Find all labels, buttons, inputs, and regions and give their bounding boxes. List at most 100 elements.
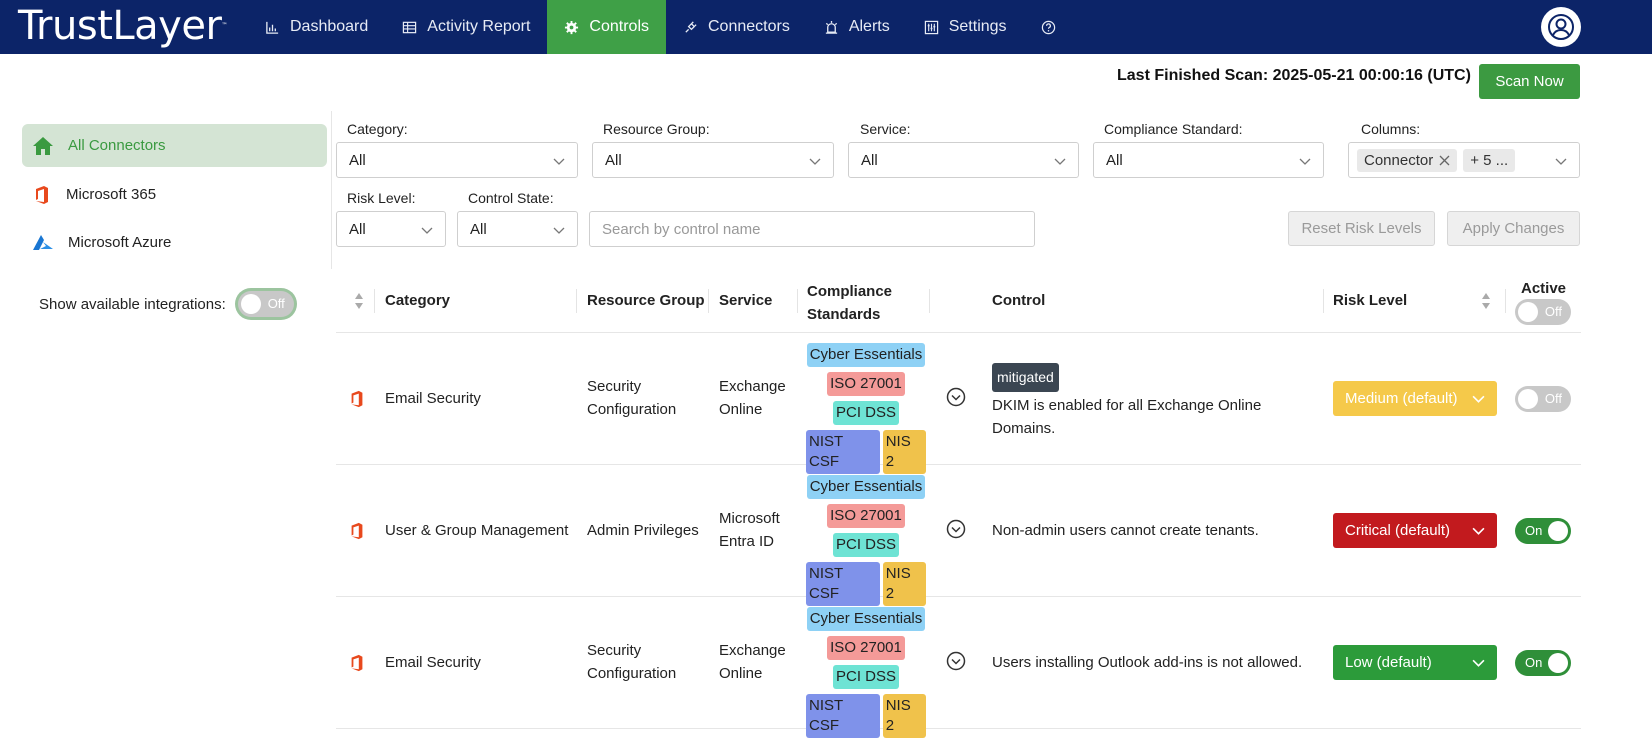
compliance-standard-select[interactable]: All (1093, 142, 1324, 178)
header-resource-group: Resource Group (587, 292, 705, 309)
cell-control: mitigated DKIM is enabled for all Exchan… (992, 363, 1292, 440)
chevron-down-icon (809, 158, 821, 165)
control-state-select[interactable]: All (457, 211, 578, 247)
risk-level-dropdown[interactable]: Low (default) (1333, 645, 1497, 680)
cell-resource-group: Security Configuration (587, 375, 676, 421)
service-label: Service: (860, 121, 911, 137)
risk-value: Medium (default) (1345, 390, 1458, 407)
table-row[interactable]: Email Security Security Configuration Ex… (336, 333, 1581, 474)
apply-changes-button[interactable]: Apply Changes (1447, 211, 1580, 246)
expand-chevron-icon[interactable] (946, 387, 966, 407)
cell-category: Email Security (385, 654, 481, 671)
close-icon[interactable] (1439, 155, 1450, 166)
active-toggle[interactable]: On (1515, 650, 1571, 676)
column-separator (1323, 289, 1324, 313)
header-risk-level: Risk Level (1333, 292, 1408, 309)
cell-line: Security (587, 642, 642, 659)
sidebar-item-microsoft-azure[interactable]: Microsoft Azure (22, 221, 327, 264)
cell-line: Domains. (992, 420, 1056, 437)
cell-service: Exchange Online (719, 639, 786, 685)
resource-group-select[interactable]: All (592, 142, 834, 178)
nav-settings[interactable]: Settings (907, 0, 1024, 54)
column-separator (708, 289, 709, 313)
gear-icon (565, 20, 579, 34)
tag-nis-2: NIS 2 (882, 694, 926, 738)
select-value: All (861, 151, 878, 169)
nav-connectors[interactable]: Connectors (666, 0, 807, 54)
cell-resource-group: Security Configuration (587, 639, 676, 685)
active-toggle[interactable]: On (1515, 518, 1571, 544)
tag-cyber-essentials: Cyber Essentials (806, 343, 926, 367)
table-row[interactable]: Email Security Security Configuration Ex… (336, 597, 1581, 738)
cell-line: DKIM is enabled for all Exchange Online (992, 397, 1262, 414)
nav-alerts[interactable]: Alerts (807, 0, 907, 54)
nav-controls[interactable]: Controls (547, 0, 666, 54)
integrations-toggle-row: Show available integrations: Off (39, 291, 294, 317)
nav-activity-report[interactable]: Activity Report (385, 0, 547, 54)
status-badge: mitigated (992, 363, 1059, 392)
active-toggle[interactable]: Off (1515, 386, 1571, 412)
toggle-label: Off (1544, 391, 1562, 406)
column-separator (1505, 289, 1506, 313)
risk-level-select[interactable]: All (336, 211, 446, 247)
reset-risk-levels-button[interactable]: Reset Risk Levels (1288, 211, 1435, 246)
toggle-label: On (1525, 655, 1543, 670)
cell-line: Online (719, 665, 763, 682)
sidebar-item-label: Microsoft Azure (68, 234, 172, 251)
sort-icon[interactable] (1481, 292, 1491, 310)
sort-icon[interactable] (354, 292, 364, 310)
tag-iso-27001: ISO 27001 (827, 504, 905, 528)
nav-dashboard[interactable]: Dashboard (248, 0, 385, 54)
column-separator (576, 289, 577, 313)
cell-control: Users installing Outlook add-ins is not … (992, 654, 1303, 671)
sidebar-divider (331, 111, 332, 269)
toggle-knob (240, 294, 261, 314)
office-icon (351, 522, 363, 540)
header-line: Compliance (807, 283, 893, 300)
header-line: Standards (807, 306, 881, 323)
tag-nis-2: NIS 2 (882, 430, 926, 474)
scan-now-button[interactable]: Scan Now (1479, 64, 1580, 99)
toggle-knob (1518, 389, 1538, 409)
active-all-toggle[interactable]: Off (1515, 299, 1571, 325)
compliance-standard-label: Compliance Standard: (1104, 121, 1243, 137)
expand-chevron-icon[interactable] (946, 651, 966, 671)
tag-cyber-essentials: Cyber Essentials (806, 475, 926, 499)
sidebar-item-microsoft-365[interactable]: Microsoft 365 (22, 173, 327, 216)
columns-select[interactable]: Connector + 5 ... (1348, 142, 1580, 178)
brand-logo[interactable]: TrustLayer™ (18, 3, 227, 49)
integrations-toggle[interactable]: Off (237, 291, 294, 317)
main-nav: Dashboard Activity Report Controls Conne… (248, 0, 1073, 54)
category-select[interactable]: All (336, 142, 578, 178)
chevron-down-icon (1472, 659, 1485, 667)
table-row[interactable]: User & Group Management Admin Privileges… (336, 465, 1581, 606)
chevron-down-icon (1472, 527, 1485, 535)
sidebar-item-all-connectors[interactable]: All Connectors (22, 124, 327, 167)
cell-line: Online (719, 401, 763, 418)
tag-iso-27001: ISO 27001 (827, 372, 905, 396)
risk-level-dropdown[interactable]: Critical (default) (1333, 513, 1497, 548)
nav-label: Controls (589, 18, 649, 35)
tag-cyber-essentials: Cyber Essentials (806, 607, 926, 631)
cell-line: Microsoft (719, 510, 780, 527)
risk-level-dropdown[interactable]: Medium (default) (1333, 381, 1497, 416)
toggle-knob (1548, 521, 1568, 541)
toggle-label: On (1525, 523, 1543, 538)
select-value: All (1106, 151, 1123, 169)
column-separator (797, 289, 798, 313)
tag-nist-csf: NIST CSF (806, 694, 880, 738)
cell-line: Configuration (587, 665, 677, 682)
sliders-icon (924, 20, 938, 34)
column-chip-more: + 5 ... (1463, 148, 1516, 172)
tag-iso-27001: ISO 27001 (827, 636, 905, 660)
risk-level-label: Risk Level: (347, 190, 416, 206)
user-avatar[interactable] (1541, 7, 1581, 47)
risk-value: Low (default) (1345, 654, 1432, 671)
tag-nist-csf: NIST CSF (806, 562, 880, 606)
column-separator (929, 289, 930, 313)
nav-help[interactable] (1024, 0, 1073, 54)
search-input[interactable] (589, 211, 1035, 247)
expand-chevron-icon[interactable] (946, 519, 966, 539)
service-select[interactable]: All (848, 142, 1079, 178)
home-icon (33, 136, 53, 155)
